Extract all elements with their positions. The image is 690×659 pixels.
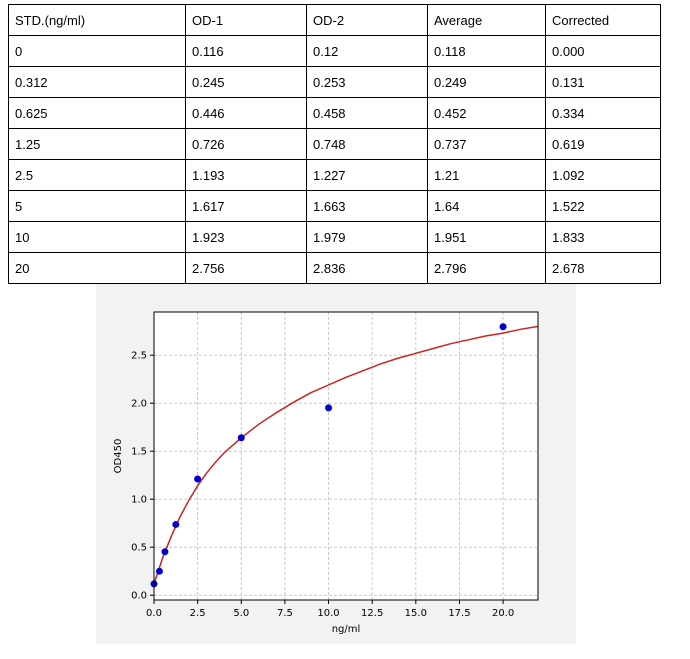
- table-cell: 1.617: [185, 190, 307, 222]
- table-cell: 1.193: [185, 159, 307, 191]
- grid-lines: [153, 312, 538, 600]
- table-cell: 0.116: [185, 35, 307, 67]
- y-tick-label: 1.5: [131, 447, 147, 458]
- table-row: 1.25 0.726 0.748 0.737 0.619: [8, 128, 661, 160]
- data-point: [499, 323, 507, 331]
- x-tick-label: 7.5: [277, 608, 293, 619]
- y-tick-label: 2.5: [131, 351, 147, 362]
- table-cell: 1.833: [545, 221, 661, 253]
- column-header: OD-2: [306, 4, 428, 36]
- table-cell: 0.118: [427, 35, 546, 67]
- table-cell: 2.678: [545, 252, 661, 284]
- column-header: OD-1: [185, 4, 307, 36]
- plot-frame: [153, 311, 539, 601]
- y-axis-ticks: 0.0 0.5 1.0 1.5 2.0 2.5: [131, 351, 154, 602]
- x-tick-label: 20.0: [492, 608, 514, 619]
- table-cell: 0.625: [8, 97, 186, 129]
- column-header: STD.(ng/ml): [8, 4, 186, 36]
- data-point: [161, 548, 169, 556]
- standard-curve-chart: 0.0 2.5 5.0 7.5 10.0 12.5 15.0 17.5 20.0 0.0 0.5 1…: [113, 311, 539, 635]
- y-tick-label: 1.0: [131, 495, 147, 506]
- table-cell: 2.756: [185, 252, 307, 284]
- table-cell: 0.000: [545, 35, 661, 67]
- table-cell: 0.452: [427, 97, 546, 129]
- table-cell: 1.21: [427, 159, 546, 191]
- x-tick-label: 15.0: [405, 608, 427, 619]
- table-cell: 10: [8, 221, 186, 253]
- table-cell: 1.951: [427, 221, 546, 253]
- x-tick-label: 17.5: [448, 608, 470, 619]
- standard-data-table: STD.(ng/ml) OD-1 OD-2 Average Corrected …: [8, 4, 661, 284]
- table-cell: 0.748: [306, 128, 428, 160]
- table-row: 10 1.923 1.979 1.951 1.833: [8, 221, 661, 253]
- table-row: 0.312 0.245 0.253 0.249 0.131: [8, 66, 661, 98]
- table-cell: 0: [8, 35, 186, 67]
- table-cell: 0.619: [545, 128, 661, 160]
- table-cell: 1.227: [306, 159, 428, 191]
- x-tick-label: 0.0: [146, 608, 162, 619]
- table-cell: 0.312: [8, 66, 186, 98]
- x-tick-label: 10.0: [317, 608, 339, 619]
- table-cell: 0.458: [306, 97, 428, 129]
- table-cell: 0.131: [545, 66, 661, 98]
- chart-panel: 0.0 2.5 5.0 7.5 10.0 12.5 15.0 17.5 20.0 0.0 0.5 1…: [96, 284, 576, 644]
- data-point: [155, 567, 163, 575]
- fit-curve: [153, 325, 539, 584]
- table-row: 5 1.617 1.663 1.64 1.522: [8, 190, 661, 222]
- table-cell: 0.253: [306, 66, 428, 98]
- table-row: 0 0.116 0.12 0.118 0.000: [8, 35, 661, 67]
- data-point: [237, 434, 245, 442]
- table-cell: 0.249: [427, 66, 546, 98]
- table-cell: 1.25: [8, 128, 186, 160]
- table-cell: 2.836: [306, 252, 428, 284]
- y-axis-label: OD450: [113, 439, 124, 474]
- table-cell: 0.12: [306, 35, 428, 67]
- table-row: 2.5 1.193 1.227 1.21 1.092: [8, 159, 661, 191]
- x-axis-label: ng/ml: [332, 624, 361, 635]
- table-cell: 1.979: [306, 221, 428, 253]
- table-row: 0.625 0.446 0.458 0.452 0.334: [8, 97, 661, 129]
- data-points: [150, 323, 507, 588]
- x-tick-label: 12.5: [361, 608, 383, 619]
- table-cell: 1.522: [545, 190, 661, 222]
- x-tick-label: 5.0: [233, 608, 249, 619]
- y-tick-label: 0.0: [131, 591, 147, 602]
- x-axis-ticks: 0.0 2.5 5.0 7.5 10.0 12.5 15.0 17.5 20.0: [146, 600, 514, 619]
- table-cell: 5: [8, 190, 186, 222]
- column-header: Corrected: [545, 4, 661, 36]
- table-cell: 1.923: [185, 221, 307, 253]
- x-tick-label: 2.5: [190, 608, 206, 619]
- table-cell: 1.092: [545, 159, 661, 191]
- table-cell: 1.64: [427, 190, 546, 222]
- table-cell: 2.796: [427, 252, 546, 284]
- table-cell: 0.737: [427, 128, 546, 160]
- table-cell: 2.5: [8, 159, 186, 191]
- column-header: Average: [427, 4, 546, 36]
- y-tick-label: 2.0: [131, 399, 147, 410]
- table-cell: 0.334: [545, 97, 661, 129]
- table-cell: 0.446: [185, 97, 307, 129]
- table-header-row: STD.(ng/ml) OD-1 OD-2 Average Corrected: [8, 4, 661, 36]
- data-point: [172, 520, 180, 528]
- table-cell: 0.726: [185, 128, 307, 160]
- table-row: 20 2.756 2.836 2.796 2.678: [8, 252, 661, 284]
- data-point: [325, 404, 333, 412]
- data-point: [194, 475, 202, 483]
- plot-area: [154, 312, 538, 600]
- y-tick-label: 0.5: [131, 543, 147, 554]
- table-cell: 1.663: [306, 190, 428, 222]
- table-cell: 0.245: [185, 66, 307, 98]
- fit-curve-line: [153, 325, 539, 584]
- table-cell: 20: [8, 252, 186, 284]
